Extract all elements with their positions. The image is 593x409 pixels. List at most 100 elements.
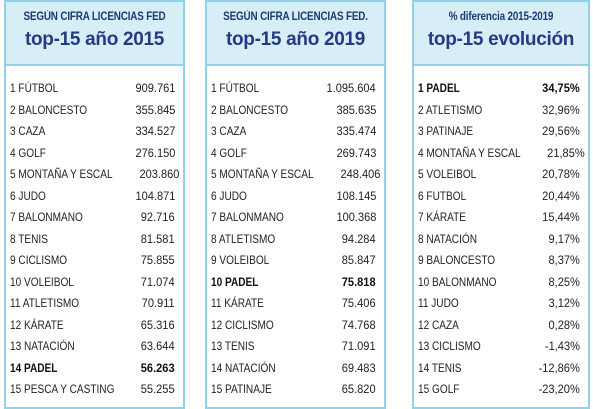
ranking-row: 7 BALONMANO 100.368 (207, 207, 384, 229)
ranking-value: 9,17% (548, 231, 580, 246)
ranking-row: 3 PATINAJE 29,56% (414, 121, 588, 143)
ranking-value: 100.368 (335, 210, 376, 224)
ranking-sport-name: 13 TENIS (211, 339, 255, 353)
ranking-value: 15,44% (542, 210, 580, 224)
ranking-row: 3 CAZA 335.474 (207, 121, 384, 143)
panel-header: SEGÚN CIFRA LICENCIAS FED top-15 año 201… (6, 2, 183, 66)
ranking-row: 4 MONTAÑA Y ESCAL 21,85% (414, 143, 588, 165)
ranking-value: 8,25% (548, 274, 580, 289)
ranking-value: 70.911 (141, 296, 175, 310)
ranking-sport-name: 3 CAZA (211, 124, 247, 138)
ranking-sport-name: 1 PADEL (418, 81, 460, 95)
ranking-value: 71.091 (342, 339, 376, 353)
panel-subtitle: SEGÚN CIFRA LICENCIAS FED. (223, 11, 368, 23)
ranking-row: 13 NATACIÓN 63.644 (6, 336, 183, 358)
ranking-sport-name: 13 NATACIÓN (10, 339, 75, 353)
ranking-row: 5 VOLEIBOL 20,78% (414, 164, 588, 186)
ranking-value: 108.145 (335, 188, 376, 203)
ranking-sport-name: 3 PATINAJE (418, 124, 474, 138)
ranking-panel-2019: SEGÚN CIFRA LICENCIAS FED. top-15 año 20… (205, 0, 386, 409)
ranking-value: 203.860 (139, 167, 180, 181)
ranking-sport-name: 10 PADEL (211, 274, 259, 289)
ranking-sport-name: 5 MONTAÑA Y ESCAL (10, 167, 113, 181)
ranking-sport-name: 14 NATACIÓN (211, 360, 276, 375)
ranking-row: 1 PADEL 34,75% (414, 78, 588, 100)
ranking-sport-name: 2 BALONCESTO (10, 102, 88, 117)
ranking-row: 4 GOLF 269.743 (207, 143, 384, 165)
ranking-sport-name: 11 JUDO (418, 296, 459, 310)
ranking-sport-name: 12 CICLISMO (211, 317, 274, 332)
ranking-row: 3 CAZA 334.527 (6, 121, 183, 143)
ranking-sport-name: 8 TENIS (10, 231, 48, 246)
ranking-row: 7 KÁRATE 15,44% (414, 207, 588, 229)
panel-title: top-15 año 2019 (225, 29, 366, 50)
ranking-value: 63.644 (141, 339, 175, 353)
ranking-list: 1 PADEL 34,75% 2 ATLETISMO 32,96% 3 PATINAJE… (414, 66, 588, 401)
ranking-sport-name: 1 FÚTBOL (10, 81, 59, 95)
ranking-row: 11 JUDO 3,12% (414, 293, 588, 315)
ranking-row: 1 FÚTBOL 909.761 (6, 78, 183, 100)
ranking-row: 12 CAZA 0,28% (414, 315, 588, 337)
ranking-sport-name: 15 GOLF (418, 382, 460, 396)
ranking-row: 6 JUDO 104.871 (6, 186, 183, 208)
ranking-row: 2 ATLETISMO 32,96% (414, 100, 588, 122)
ranking-row: 14 TENIS -12,86% (414, 358, 588, 380)
ranking-row: 6 FUTBOL 20,44% (414, 186, 588, 208)
ranking-value: 81.581 (141, 231, 175, 246)
ranking-value: 75.818 (342, 274, 376, 289)
panel-header: % diferencia 2015-2019 top-15 evolución (414, 2, 588, 66)
ranking-value: 20,78% (542, 167, 580, 181)
ranking-sport-name: 14 TENIS (418, 360, 462, 375)
ranking-sport-name: 5 MONTAÑA Y ESCAL (211, 167, 314, 181)
ranking-sport-name: 4 GOLF (211, 145, 247, 160)
ranking-value: 55.255 (141, 382, 175, 396)
ranking-panel-evolution: % diferencia 2015-2019 top-15 evolución … (412, 0, 590, 409)
ranking-value: 74.768 (342, 317, 376, 332)
panel-subtitle: SEGÚN CIFRA LICENCIAS FED (23, 11, 166, 23)
panel-header: SEGÚN CIFRA LICENCIAS FED. top-15 año 20… (207, 2, 384, 66)
ranking-row: 6 JUDO 108.145 (207, 186, 384, 208)
panel-title: top-15 año 2015 (24, 29, 165, 50)
ranking-row: 10 BALONMANO 8,25% (414, 272, 588, 294)
ranking-row: 1 FÚTBOL 1.095.604 (207, 78, 384, 100)
ranking-row: 8 NATACIÓN 9,17% (414, 229, 588, 251)
ranking-sport-name: 5 VOLEIBOL (418, 167, 477, 181)
ranking-value: 32,96% (542, 102, 580, 117)
ranking-sport-name: 8 NATACIÓN (418, 231, 478, 246)
ranking-value: 334.527 (134, 124, 175, 138)
ranking-sport-name: 9 BALONCESTO (418, 253, 496, 267)
ranking-sport-name: 14 PADEL (10, 360, 58, 375)
ranking-row: 4 GOLF 276.150 (6, 143, 183, 165)
ranking-value: 20,44% (542, 188, 580, 203)
ranking-sport-name: 11 KÁRATE (211, 296, 264, 310)
ranking-sport-name: 4 MONTAÑA Y ESCAL (418, 145, 521, 160)
ranking-value: 71.074 (141, 274, 175, 289)
ranking-panel-2015: SEGÚN CIFRA LICENCIAS FED top-15 año 201… (4, 0, 185, 409)
ranking-sport-name: 6 JUDO (211, 188, 247, 203)
ranking-row: 14 PADEL 56.263 (6, 358, 183, 380)
ranking-value: 56.263 (141, 360, 175, 375)
ranking-sport-name: 10 BALONMANO (418, 274, 497, 289)
ranking-row: 12 CICLISMO 74.768 (207, 315, 384, 337)
ranking-value: 276.150 (134, 145, 175, 160)
ranking-sport-name: 7 BALONMANO (211, 210, 284, 224)
ranking-row: 12 KÁRATE 65.316 (6, 315, 183, 337)
ranking-value: 65.820 (342, 382, 376, 396)
ranking-row: 15 PATINAJE 65.820 (207, 379, 384, 401)
ranking-row: 14 NATACIÓN 69.483 (207, 358, 384, 380)
ranking-row: 15 GOLF -23,20% (414, 379, 588, 401)
ranking-value: 335.474 (335, 124, 376, 138)
ranking-value: 21,85% (547, 145, 585, 160)
ranking-row: 11 KÁRATE 75.406 (207, 293, 384, 315)
ranking-value: 909.761 (134, 81, 175, 95)
ranking-row: 9 BALONCESTO 8,37% (414, 250, 588, 272)
ranking-sport-name: 12 KÁRATE (10, 317, 64, 332)
ranking-row: 8 TENIS 81.581 (6, 229, 183, 251)
ranking-sport-name: 6 FUTBOL (418, 188, 467, 203)
ranking-sport-name: 12 CAZA (418, 317, 459, 332)
ranking-row: 10 PADEL 75.818 (207, 272, 384, 294)
ranking-row: 10 VOLEIBOL 71.074 (6, 272, 183, 294)
ranking-row: 13 TENIS 71.091 (207, 336, 384, 358)
ranking-sport-name: 9 VOLEIBOL (211, 253, 270, 267)
ranking-row: 2 BALONCESTO 355.845 (6, 100, 183, 122)
